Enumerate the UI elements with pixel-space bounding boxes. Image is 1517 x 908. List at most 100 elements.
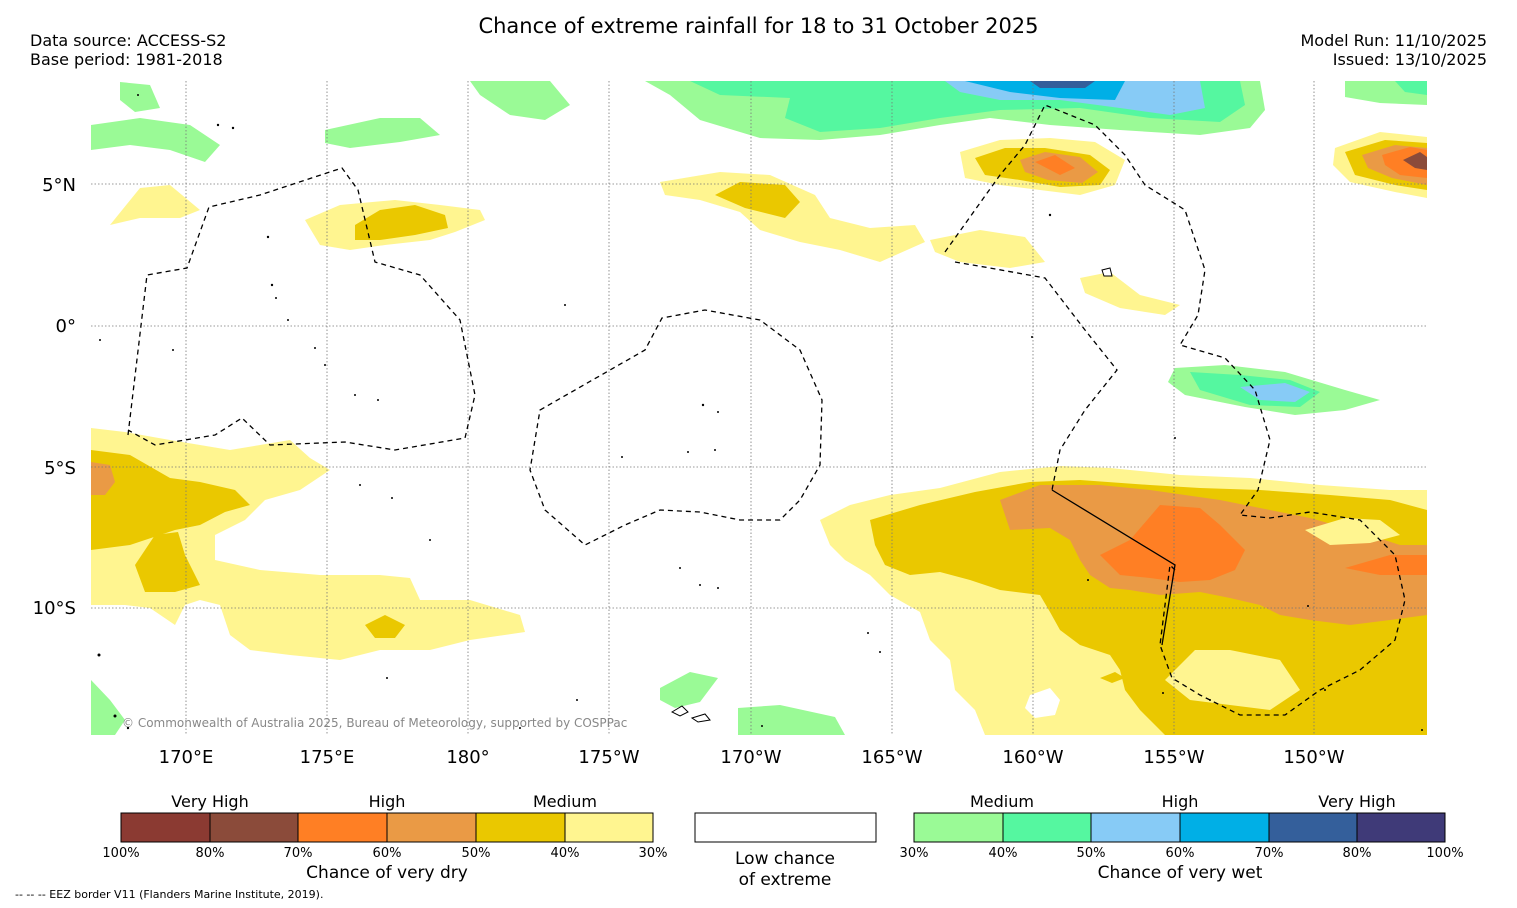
low-chance-swatch	[694, 812, 877, 843]
map-title: Chance of extreme rainfall for 18 to 31 …	[478, 14, 1039, 38]
wet-swatch-70-80	[1269, 813, 1357, 842]
lat-tick-0: 0°	[56, 316, 76, 337]
lon-tick-165w: 165°W	[861, 747, 922, 768]
wet-label-70: 70%	[1255, 846, 1284, 861]
dry-region-n3	[660, 172, 925, 262]
dry-swatch-70-60	[298, 813, 387, 842]
dry-colorbar: Very High High Medium 100% 80% 70% 60% 5…	[102, 792, 667, 883]
lon-tick-155w: 155°W	[1143, 747, 1204, 768]
wet-region-n-center	[470, 81, 570, 120]
low-chance-legend: Low chance of extreme	[694, 812, 877, 885]
wet-label-80: 80%	[1343, 846, 1372, 861]
dry-colorbar-title: Chance of very dry	[306, 863, 468, 883]
wet-swatch-50-60	[1091, 813, 1180, 842]
dry-region-ne-peak	[1403, 152, 1427, 170]
island-south-2	[690, 713, 711, 723]
wet-region-nw-1	[91, 118, 220, 162]
dry-label-70: 70%	[284, 846, 313, 861]
dry-region-se-vhigh	[1100, 505, 1245, 582]
eez-border-east-2	[954, 261, 1118, 491]
island-east	[1101, 267, 1113, 277]
wet-colorbar-title: Chance of very wet	[1098, 863, 1263, 883]
low-chance-line1: Low chance	[735, 849, 835, 869]
lat-tick-10s: 10°S	[33, 598, 76, 619]
map-gridlines	[91, 81, 1427, 735]
lon-tick-170w: 170°W	[720, 747, 781, 768]
wet-region-south-1	[660, 672, 718, 708]
dry-region-sw-high	[91, 462, 115, 495]
islands	[670, 267, 1113, 723]
lon-tick-170e: 170°E	[159, 747, 214, 768]
dry-region-sw-medium-3	[365, 615, 405, 638]
base-period-text: Base period: 1981-2018	[30, 50, 223, 69]
dry-region-n5-vhigh	[1035, 155, 1075, 175]
wet-label-100: 100%	[1426, 846, 1463, 861]
model-run-info: Model Run: 11/10/2025 Issued: 13/10/2025	[1301, 31, 1488, 69]
dry-swatch-80-70	[210, 813, 298, 842]
island-group-south	[670, 705, 689, 717]
island-dots	[97, 94, 1423, 731]
dry-cat-very-high: Very High	[171, 792, 248, 811]
lon-tick-160w: 160°W	[1002, 747, 1063, 768]
dry-label-50: 50%	[462, 846, 491, 861]
dry-cat-high: High	[369, 792, 406, 811]
lat-tick-5n: 5°N	[42, 175, 76, 196]
wet-colorbar: Medium High Very High 30% 40% 50% 60% 70…	[900, 792, 1464, 883]
latitude-axis: 5°N 0° 5°S 10°S	[33, 175, 76, 619]
model-run-text: Model Run: 11/10/2025	[1300, 31, 1488, 50]
wet-cat-medium: Medium	[970, 792, 1034, 811]
eez-border-west	[127, 167, 476, 451]
dry-region-n2-medium	[355, 205, 448, 240]
dry-region-n3-medium	[715, 182, 800, 218]
wet-region-nw-3	[325, 118, 440, 148]
wet-swatch-40-50	[1003, 813, 1091, 842]
wet-label-30: 30%	[900, 846, 929, 861]
wet-region-nw-2	[120, 82, 160, 112]
eez-borders	[127, 104, 1406, 716]
dry-label-60: 60%	[373, 846, 402, 861]
dry-region-se-hole	[1025, 688, 1060, 718]
wet-swatch-30-40	[914, 813, 1003, 842]
longitude-axis: 170°E 175°E 180° 175°W 170°W 165°W 160°W…	[159, 747, 1345, 768]
wet-label-40: 40%	[989, 846, 1018, 861]
dry-region-se-vhigh-2	[1345, 555, 1427, 575]
data-source-text: Data source: ACCESS-S2	[30, 31, 227, 50]
dry-region-se-medium-2	[1100, 672, 1125, 683]
copyright-notice: © Commonwealth of Australia 2025, Bureau…	[122, 716, 627, 730]
dry-region-n4	[930, 230, 1045, 268]
data-source-info: Data source: ACCESS-S2 Base period: 1981…	[30, 31, 226, 69]
eez-border-east	[944, 104, 1406, 716]
wet-swatch-60-70	[1180, 813, 1269, 842]
dry-label-40: 40%	[551, 846, 580, 861]
dry-label-80: 80%	[196, 846, 225, 861]
dry-label-100: 100%	[102, 846, 139, 861]
rainfall-map: 5°N 0° 5°S 10°S 170°E 175°E 180° 175°W 1…	[33, 81, 1464, 885]
dry-region-se-light-1	[1305, 518, 1400, 545]
lon-tick-150w: 150°W	[1283, 747, 1344, 768]
wet-label-60: 60%	[1166, 846, 1195, 861]
map-shading	[91, 81, 1427, 735]
lat-tick-5s: 5°S	[44, 458, 76, 479]
wet-swatch-80-100	[1357, 813, 1445, 842]
wet-label-50: 50%	[1077, 846, 1106, 861]
issued-text: Issued: 13/10/2025	[1332, 50, 1487, 69]
eez-border-footnote: -- -- -- EEZ border V11 (Flanders Marine…	[15, 888, 324, 901]
maritime-boundary	[1051, 489, 1176, 646]
dry-swatch-50-40	[476, 813, 565, 842]
dry-swatch-40-30	[565, 813, 653, 842]
dry-swatch-60-50	[387, 813, 476, 842]
wet-region-south-2	[738, 705, 845, 735]
low-chance-line2: of extreme	[739, 870, 832, 885]
wet-cat-very-high: Very High	[1318, 792, 1395, 811]
wet-region-east-high	[1240, 383, 1310, 402]
dry-region-n6	[1080, 272, 1180, 315]
dry-label-30: 30%	[639, 846, 668, 861]
lon-tick-180: 180°	[446, 747, 489, 768]
wet-region-north-peak	[1030, 81, 1095, 88]
lon-tick-175w: 175°W	[578, 747, 639, 768]
dry-cat-medium: Medium	[533, 792, 597, 811]
dry-swatch-100-80	[121, 813, 210, 842]
wet-region-south-3	[91, 680, 125, 735]
wet-region-ne-medium	[1395, 81, 1427, 95]
dry-region-n1	[110, 185, 200, 225]
